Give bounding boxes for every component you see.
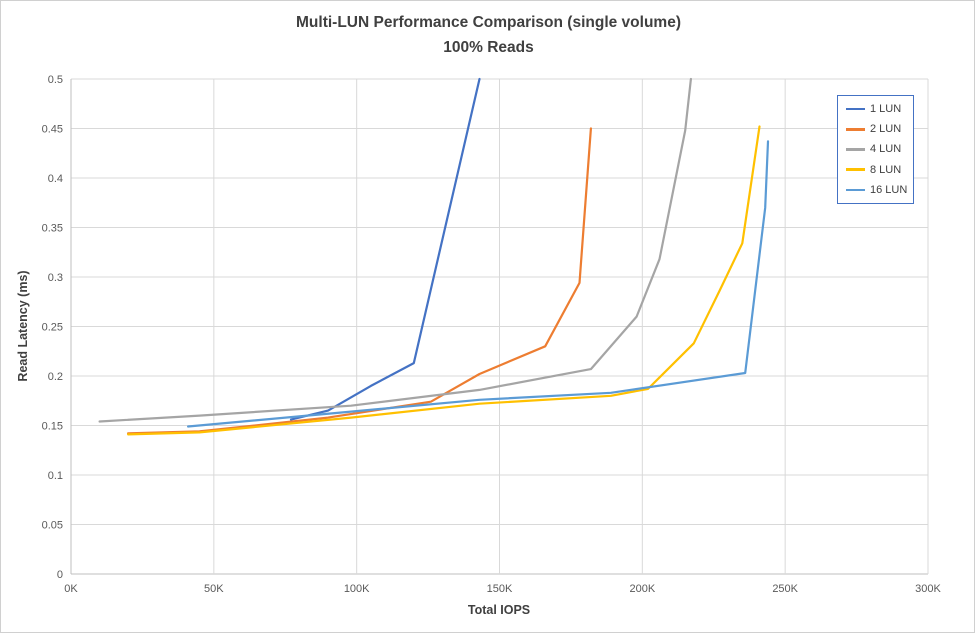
x-tick-label: 50K [204, 583, 224, 595]
x-tick-label: 300K [915, 583, 941, 595]
y-tick-label: 0 [57, 569, 63, 581]
x-axis-title: Total IOPS [467, 603, 531, 617]
legend-item-1-lun[interactable]: 1 LUN [846, 103, 913, 115]
legend-swatch-1-lun [846, 107, 865, 111]
series-line-8-lun [126, 125, 761, 436]
legend-swatch-2-lun [846, 128, 865, 131]
legend-item-8-lun[interactable]: 8 LUN [846, 164, 913, 176]
y-tick-label: 0.2 [48, 371, 63, 383]
chart-subtitle: 100% Reads [443, 39, 534, 56]
legend-swatch-8-lun [846, 168, 865, 171]
x-tick-label: 150K [487, 583, 513, 595]
y-tick-label: 0.25 [42, 322, 63, 334]
y-tick-label: 0.1 [48, 470, 63, 482]
y-tick-label: 0.05 [42, 520, 63, 532]
series-line-4-lun [98, 77, 693, 423]
y-tick-label: 0.45 [42, 124, 63, 136]
y-tick-label: 0.3 [48, 272, 63, 284]
y-axis-title: Read Latency (ms) [16, 270, 30, 382]
y-tick-label: 0.4 [48, 173, 63, 185]
y-tick-label: 0.15 [42, 421, 63, 433]
legend-label-4-lun: 4 LUN [870, 143, 902, 156]
legend-label-8-lun: 8 LUN [870, 163, 902, 176]
legend-swatch-4-lun [846, 148, 865, 151]
y-tick-label: 0.35 [42, 223, 63, 235]
x-tick-label: 100K [344, 583, 370, 595]
legend-label-2-lun: 2 LUN [870, 123, 902, 136]
legend[interactable]: 1 LUN 2 LUN 4 LUN 8 LUN 16 LUN [837, 95, 914, 204]
legend-item-2-lun[interactable]: 2 LUN [846, 123, 913, 135]
chart-title-block: Multi-LUN Performance Comparison (single… [1, 10, 974, 60]
series-line-1-lun [289, 77, 481, 421]
legend-swatch-16-lun [846, 188, 865, 192]
series-line-16-lun [187, 140, 770, 428]
legend-item-16-lun[interactable]: 16 LUN [846, 184, 913, 196]
x-tick-label: 0K [64, 583, 78, 595]
series-line-2-lun [126, 127, 593, 435]
legend-item-4-lun[interactable]: 4 LUN [846, 143, 913, 155]
x-tick-label: 250K [772, 583, 798, 595]
y-tick-label: 0.5 [48, 74, 63, 86]
legend-label-1-lun: 1 LUN [870, 103, 902, 116]
x-tick-label: 200K [629, 583, 655, 595]
chart-title: Multi-LUN Performance Comparison (single… [296, 14, 681, 31]
legend-label-16-lun: 16 LUN [870, 183, 908, 196]
